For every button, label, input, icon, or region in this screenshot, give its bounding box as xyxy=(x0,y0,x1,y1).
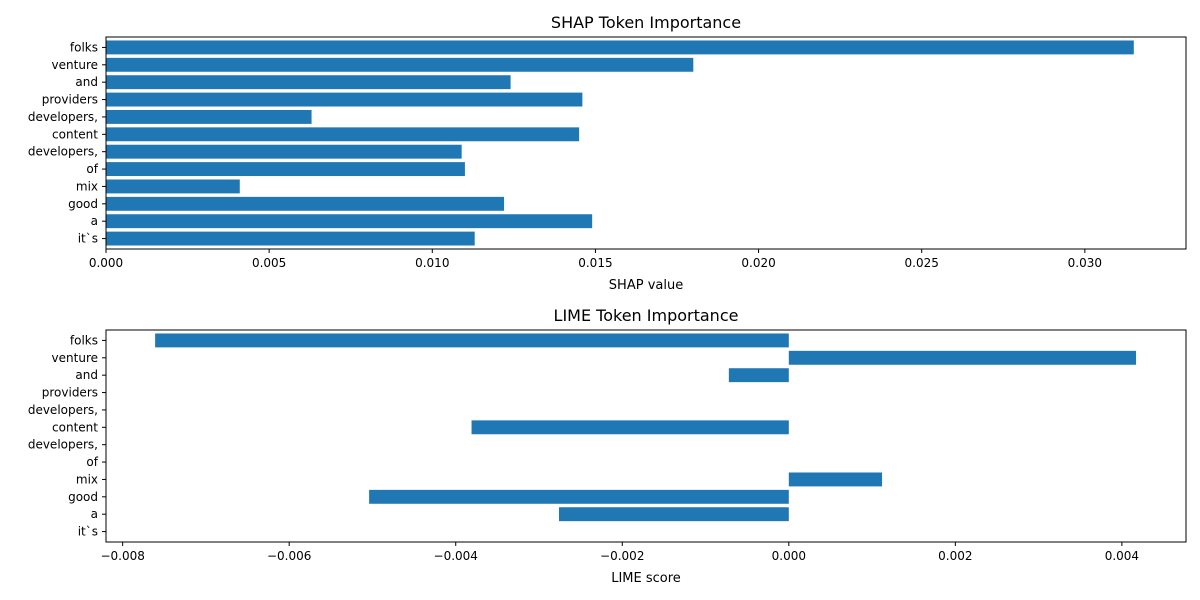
lime-ytick-label-2: and xyxy=(75,368,98,382)
shap-bar-4 xyxy=(106,109,312,124)
lime-ytick-label-3: providers xyxy=(42,386,98,400)
shap-ytick-label-9: good xyxy=(68,197,98,211)
shap-xtick-label-4: 0.020 xyxy=(741,256,775,270)
lime-ytick-label-6: developers, xyxy=(28,438,98,452)
lime-xlabel: LIME score xyxy=(611,571,681,586)
lime-title: LIME Token Importance xyxy=(554,306,739,325)
lime-xtick-label-5: 0.002 xyxy=(938,549,972,563)
shap-ytick-label-0: folks xyxy=(70,40,98,54)
shap-xtick-label-0: 0.000 xyxy=(89,256,123,270)
shap-bar-3 xyxy=(106,92,583,107)
shap-ytick-label-2: and xyxy=(75,75,98,89)
lime-ytick-label-9: good xyxy=(68,490,98,504)
shap-bar-5 xyxy=(106,127,580,142)
shap-bar-0 xyxy=(106,40,1134,55)
shap-ytick-label-4: developers, xyxy=(28,110,98,124)
lime-bar-9 xyxy=(369,489,789,504)
lime-bar-2 xyxy=(728,368,789,383)
shap-axes-frame xyxy=(105,36,1187,250)
shap-ytick-label-8: mix xyxy=(76,179,98,193)
lime-axes-frame xyxy=(105,329,1187,543)
lime-xtick-label-2: −0.004 xyxy=(434,549,478,563)
shap-ytick-label-6: developers, xyxy=(28,145,98,159)
lime-ytick-label-8: mix xyxy=(76,472,98,486)
lime-xtick-label-6: 0.004 xyxy=(1105,549,1139,563)
shap-xtick-label-6: 0.030 xyxy=(1068,256,1102,270)
shap-xtick-label-2: 0.010 xyxy=(415,256,449,270)
lime-ytick-label-11: it`s xyxy=(78,525,98,539)
shap-ytick-label-5: content xyxy=(52,127,98,141)
lime-ytick-label-7: of xyxy=(86,455,98,469)
shap-ytick-label-1: venture xyxy=(52,58,98,72)
lime-xtick-label-1: −0.006 xyxy=(267,549,311,563)
shap-chart: SHAP Token Importance folks venture and prov… xyxy=(28,13,1187,293)
lime-chart: LIME Token Importance folks venture and prov… xyxy=(28,306,1187,586)
lime-bar-10 xyxy=(558,507,789,522)
lime-ytick-label-0: folks xyxy=(70,333,98,347)
shap-xtick-label-1: 0.005 xyxy=(252,256,286,270)
shap-xtick-label-5: 0.025 xyxy=(905,256,939,270)
lime-ytick-label-5: content xyxy=(52,420,98,434)
shap-ytick-label-10: a xyxy=(91,214,98,228)
shap-bar-6 xyxy=(106,144,462,159)
lime-bar-5 xyxy=(471,420,789,435)
lime-bar-1 xyxy=(788,350,1137,365)
shap-bar-10 xyxy=(106,214,593,229)
shap-ytick-label-3: providers xyxy=(42,93,98,107)
shap-xlabel: SHAP value xyxy=(609,278,683,293)
shap-bar-9 xyxy=(106,196,505,211)
shap-bar-8 xyxy=(106,179,240,194)
shap-bar-2 xyxy=(106,75,511,90)
lime-ytick-label-4: developers, xyxy=(28,403,98,417)
shap-xtick-label-3: 0.015 xyxy=(578,256,612,270)
lime-xtick-label-0: −0.008 xyxy=(100,549,144,563)
shap-bar-1 xyxy=(106,57,694,72)
lime-bar-0 xyxy=(155,333,789,348)
lime-ytick-label-1: venture xyxy=(52,351,98,365)
shap-ytick-label-7: of xyxy=(86,162,98,176)
shap-bar-7 xyxy=(106,162,465,177)
lime-xtick-label-4: 0.000 xyxy=(772,549,806,563)
shap-ytick-label-11: it`s xyxy=(78,232,98,246)
shap-bar-11 xyxy=(106,231,475,246)
lime-ytick-label-10: a xyxy=(91,507,98,521)
shap-title: SHAP Token Importance xyxy=(551,13,741,32)
lime-xtick-label-3: −0.002 xyxy=(600,549,644,563)
lime-bar-8 xyxy=(788,472,883,487)
